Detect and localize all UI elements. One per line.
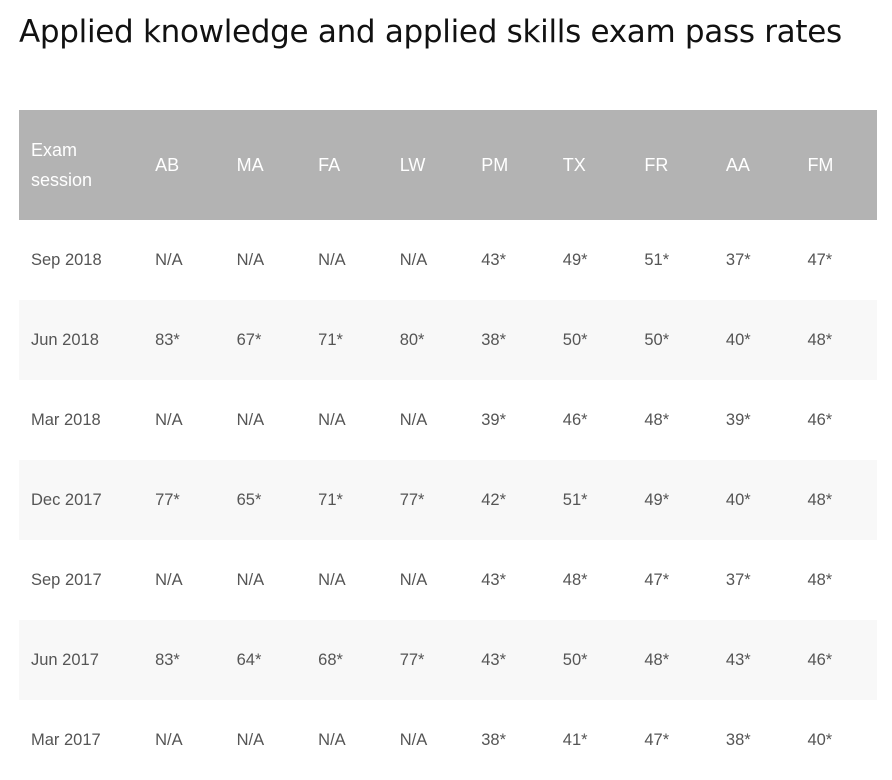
pass-rate-cell: 40* [725,330,751,349]
pass-rate-cell: 48* [644,410,670,429]
header-ma: MA [236,154,264,175]
pass-rate-cell: 48* [807,570,833,589]
pass-rate-cell: 50* [562,650,588,669]
pass-rate-cell: 46* [562,410,588,429]
pass-rate-cell: 47* [644,570,670,589]
pass-rate-cell: 48* [562,570,588,589]
pass-rate-cell: 71* [318,490,343,509]
table-row: Sep 2018 N/A N/A N/A N/A 43* 49* 51* 37* 47* [19,220,877,300]
pass-rate-cell: 50* [644,330,670,349]
pass-rate-cell: 43* [481,650,507,669]
pass-rate-cell: 83* [155,330,180,349]
header-fr: FR [644,154,669,175]
table-row: Mar 2017 N/A N/A N/A N/A 38* 41* 47* 38* 40* [19,700,877,780]
pass-rate-cell: N/A [399,730,428,749]
exam-session-cell: Sep 2018 [31,250,102,269]
exam-session-cell: Dec 2017 [31,490,102,509]
header-pm: PM [481,154,509,175]
pass-rate-cell: 47* [807,250,833,269]
header-ab: AB [155,154,180,175]
pass-rate-cell: 43* [481,570,507,589]
exam-session-cell: Mar 2017 [31,730,101,749]
exam-session-cell: Jun 2018 [31,330,99,349]
pass-rate-cell: 77* [155,490,180,509]
table-row: Mar 2018 N/A N/A N/A N/A 39* 46* 48* 39* 46* [19,380,877,460]
pass-rate-cell: N/A [155,250,183,269]
pass-rate-cell: 48* [644,650,670,669]
pass-rate-cell: N/A [155,410,183,429]
exam-session-cell: Jun 2017 [31,650,99,669]
pass-rate-cell: 43* [481,250,507,269]
header-fa: FA [318,154,341,175]
pass-rates-table: Exam session AB MA FA LW PM TX FR AA FM … [19,110,877,780]
pass-rate-cell: 40* [725,490,751,509]
pass-rate-cell: 38* [481,330,507,349]
pass-rate-cell: 48* [807,490,833,509]
pass-rate-cell: N/A [155,730,183,749]
header-row: Exam session AB MA FA LW PM TX FR AA FM [19,110,877,220]
pass-rate-cell: N/A [399,570,428,589]
pass-rate-cell: 46* [807,650,833,669]
pass-rate-cell: 68* [318,650,343,669]
pass-rate-cell: N/A [318,410,346,429]
pass-rate-cell: 37* [725,570,751,589]
pass-rate-cell: 38* [481,730,507,749]
pass-rate-cell: N/A [236,730,265,749]
pass-rate-cell: 51* [644,250,670,269]
pass-rate-cell: 39* [481,410,507,429]
header-exam-session: Exam session [31,140,93,190]
pass-rate-cell: N/A [236,250,265,269]
pass-rate-cell: 37* [725,250,751,269]
pass-rate-cell: 46* [807,410,833,429]
table-row: Sep 2017 N/A N/A N/A N/A 43* 48* 47* 37* 48* [19,540,877,620]
pass-rate-cell: 83* [155,650,180,669]
pass-rates-table-container: Exam session AB MA FA LW PM TX FR AA FM … [19,110,877,780]
pass-rate-cell: N/A [399,250,428,269]
header-tx: TX [562,154,586,175]
header-aa: AA [725,154,750,175]
header-lw: LW [399,154,426,175]
pass-rate-cell: 38* [725,730,751,749]
pass-rate-cell: 71* [318,330,343,349]
header-fm: FM [807,154,834,175]
pass-rate-cell: 43* [725,650,751,669]
pass-rate-cell: N/A [318,730,346,749]
pass-rate-cell: 47* [644,730,670,749]
pass-rate-cell: N/A [399,410,428,429]
pass-rate-cell: 77* [399,490,425,509]
pass-rate-cell: N/A [318,250,346,269]
pass-rate-cell: 49* [644,490,670,509]
exam-session-cell: Sep 2017 [31,570,102,589]
pass-rate-cell: 48* [807,330,833,349]
table-body: Sep 2018 N/A N/A N/A N/A 43* 49* 51* 37* 47* Jun 2… [19,220,877,780]
pass-rate-cell: 80* [399,330,425,349]
pass-rate-cell: 64* [236,650,262,669]
table-row: Dec 2017 77* 65* 71* 77* 42* 51* 49* 40* 48* [19,460,877,540]
pass-rate-cell: 49* [562,250,588,269]
pass-rate-cell: 39* [725,410,751,429]
pass-rate-cell: 67* [236,330,262,349]
table-header: Exam session AB MA FA LW PM TX FR AA FM [19,110,877,220]
exam-session-cell: Mar 2018 [31,410,101,429]
pass-rate-cell: N/A [155,570,183,589]
pass-rate-cell: 50* [562,330,588,349]
pass-rate-cell: 51* [562,490,588,509]
table-row: Jun 2018 83* 67* 71* 80* 38* 50* 50* 40* 48* [19,300,877,380]
pass-rate-cell: N/A [236,570,265,589]
pass-rate-cell: N/A [318,570,346,589]
pass-rate-cell: N/A [236,410,265,429]
table-row: Jun 2017 83* 64* 68* 77* 43* 50* 48* 43* 46* [19,620,877,700]
page-title: Applied knowledge and applied skills exa… [19,14,842,50]
pass-rate-cell: 77* [399,650,425,669]
pass-rate-cell: 41* [562,730,588,749]
pass-rate-cell: 65* [236,490,262,509]
pass-rate-cell: 40* [807,730,833,749]
pass-rate-cell: 42* [481,490,507,509]
